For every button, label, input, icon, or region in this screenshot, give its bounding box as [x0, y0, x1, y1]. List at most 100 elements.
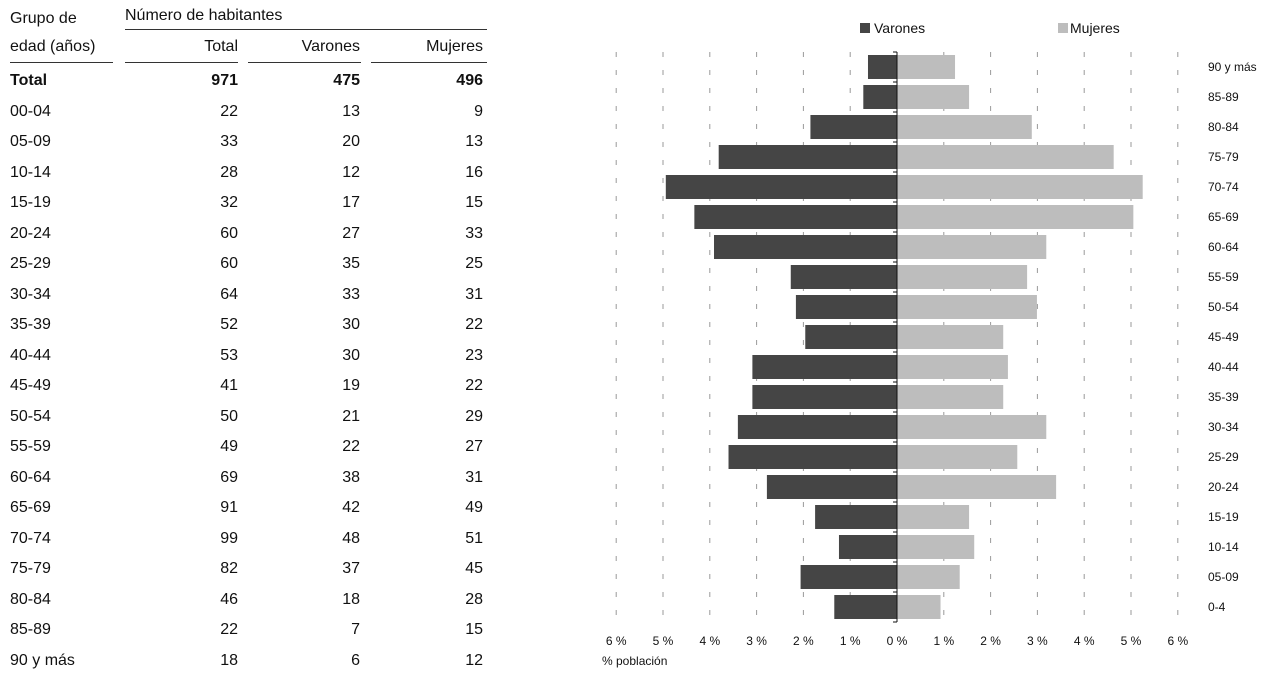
population-pyramid-chart: 0-4 05-09 10-14 15-19 20-24 25-29 30-34 35-39 40… — [580, 0, 1280, 680]
female-bar — [897, 385, 1004, 409]
table-cell-males: 6 — [351, 651, 360, 669]
table-cell-label: 75-79 — [10, 560, 51, 577]
col-header-total: Total — [204, 38, 238, 55]
population-table: Grupo de edad (años) Número de habitante… — [0, 0, 500, 680]
table-cell-label: 25-29 — [10, 255, 51, 272]
female-bar — [897, 445, 1018, 469]
x-tick-label: 3 % — [746, 634, 767, 648]
table-cell-label: 15-19 — [10, 194, 51, 211]
male-bar — [810, 115, 897, 139]
table-cell-females: 13 — [465, 133, 483, 150]
col-header-females: Mujeres — [426, 38, 483, 55]
table-cell-males: 17 — [342, 194, 360, 211]
table-cell-females: 15 — [465, 621, 483, 638]
x-tick-label: 1 % — [840, 634, 861, 648]
table-cell-females: 28 — [465, 590, 483, 608]
legend-label-females: Mujeres — [1070, 20, 1120, 36]
col-underline-total — [125, 62, 238, 63]
female-bar — [897, 55, 956, 79]
table-cell-total: 22 — [220, 102, 238, 120]
table-cell-males: 22 — [342, 438, 360, 455]
table-cell-males: 30 — [342, 316, 360, 333]
female-bar — [897, 325, 1004, 349]
age-category-label: 70-74 — [1208, 180, 1239, 194]
table-cell-females: 31 — [465, 285, 483, 303]
table-cell-label: 60-64 — [10, 468, 51, 486]
male-bar — [838, 535, 897, 559]
female-bar — [897, 295, 1037, 319]
table-cell-label: 80-84 — [10, 590, 51, 608]
age-category-label: 85-89 — [1208, 90, 1239, 104]
male-bar — [867, 55, 897, 79]
male-bar — [665, 175, 897, 199]
table-cell-females: 27 — [465, 438, 483, 455]
male-bar — [834, 595, 897, 619]
x-tick-label: 0 % — [887, 634, 908, 648]
table-cell-total: 52 — [220, 316, 238, 333]
table-cell-total: 91 — [220, 499, 238, 516]
table-cell-females: 23 — [465, 346, 483, 364]
col-underline-females — [371, 62, 487, 63]
legend-swatch-females — [1058, 23, 1068, 33]
male-bar — [863, 85, 897, 109]
male-bar — [815, 505, 897, 529]
table-cell-label: 65-69 — [10, 499, 51, 516]
age-category-label: 65-69 — [1208, 210, 1239, 224]
x-tick-label: 2 % — [980, 634, 1001, 648]
table-cell-total: 46 — [220, 590, 238, 608]
total-row-males: 475 — [333, 72, 360, 89]
age-category-label: 80-84 — [1208, 120, 1239, 134]
table-cell-females: 45 — [465, 560, 483, 577]
female-bar — [897, 565, 960, 589]
table-cell-males: 21 — [342, 407, 360, 425]
pyramid-svg: 0-4 05-09 10-14 15-19 20-24 25-29 30-34 35-39 40… — [602, 20, 1257, 668]
table-cell-label: 50-54 — [10, 407, 51, 425]
table-cell-total: 53 — [220, 346, 238, 364]
table-cell-males: 13 — [342, 102, 360, 120]
legend-label-males: Varones — [874, 20, 925, 36]
table-cell-males: 27 — [342, 224, 360, 242]
table-cell-males: 12 — [342, 163, 360, 181]
x-axis-label: % población — [602, 654, 667, 668]
table-cell-males: 37 — [342, 560, 360, 577]
age-category-label: 40-44 — [1208, 360, 1239, 374]
table-cell-males: 35 — [342, 255, 360, 272]
total-row-total: 971 — [211, 72, 238, 89]
col-header-males: Varones — [301, 38, 360, 55]
table-cell-label: 00-04 — [10, 102, 51, 120]
table-cell-label: 10-14 — [10, 163, 51, 181]
table-cell-total: 49 — [220, 438, 238, 455]
table-cell-label: 85-89 — [10, 621, 51, 638]
age-category-label: 15-19 — [1208, 510, 1239, 524]
male-bar — [752, 355, 897, 379]
x-tick-label: 1 % — [933, 634, 954, 648]
male-bar — [737, 415, 897, 439]
table-cell-males: 20 — [342, 133, 360, 150]
x-tick-label: 4 % — [1074, 634, 1095, 648]
table-cell-total: 22 — [220, 621, 238, 638]
table-cell-total: 69 — [220, 468, 238, 486]
age-category-label: 60-64 — [1208, 240, 1239, 254]
table-cell-females: 15 — [465, 194, 483, 211]
table-cell-females: 16 — [465, 163, 483, 181]
age-category-label: 55-59 — [1208, 270, 1239, 284]
table-cell-females: 22 — [465, 316, 483, 333]
table-cell-females: 29 — [465, 407, 483, 425]
table-cell-label: 45-49 — [10, 377, 51, 394]
male-bar — [694, 205, 897, 229]
age-category-label: 25-29 — [1208, 450, 1239, 464]
table-cell-total: 33 — [220, 133, 238, 150]
table-cell-total: 18 — [220, 651, 238, 669]
col-underline-age — [10, 62, 113, 63]
x-tick-label: 3 % — [1027, 634, 1048, 648]
female-bar — [897, 265, 1028, 289]
legend-swatch-males — [860, 23, 870, 33]
table-cell-total: 82 — [220, 560, 238, 577]
x-tick-label: 6 % — [606, 634, 627, 648]
table-cell-males: 42 — [342, 499, 360, 516]
age-group-header-line2: edad (años) — [10, 38, 96, 55]
female-bar — [897, 115, 1032, 139]
table-cell-label: 40-44 — [10, 346, 51, 364]
table-cell-label: 35-39 — [10, 316, 51, 333]
age-category-label: 90 y más — [1208, 60, 1257, 74]
